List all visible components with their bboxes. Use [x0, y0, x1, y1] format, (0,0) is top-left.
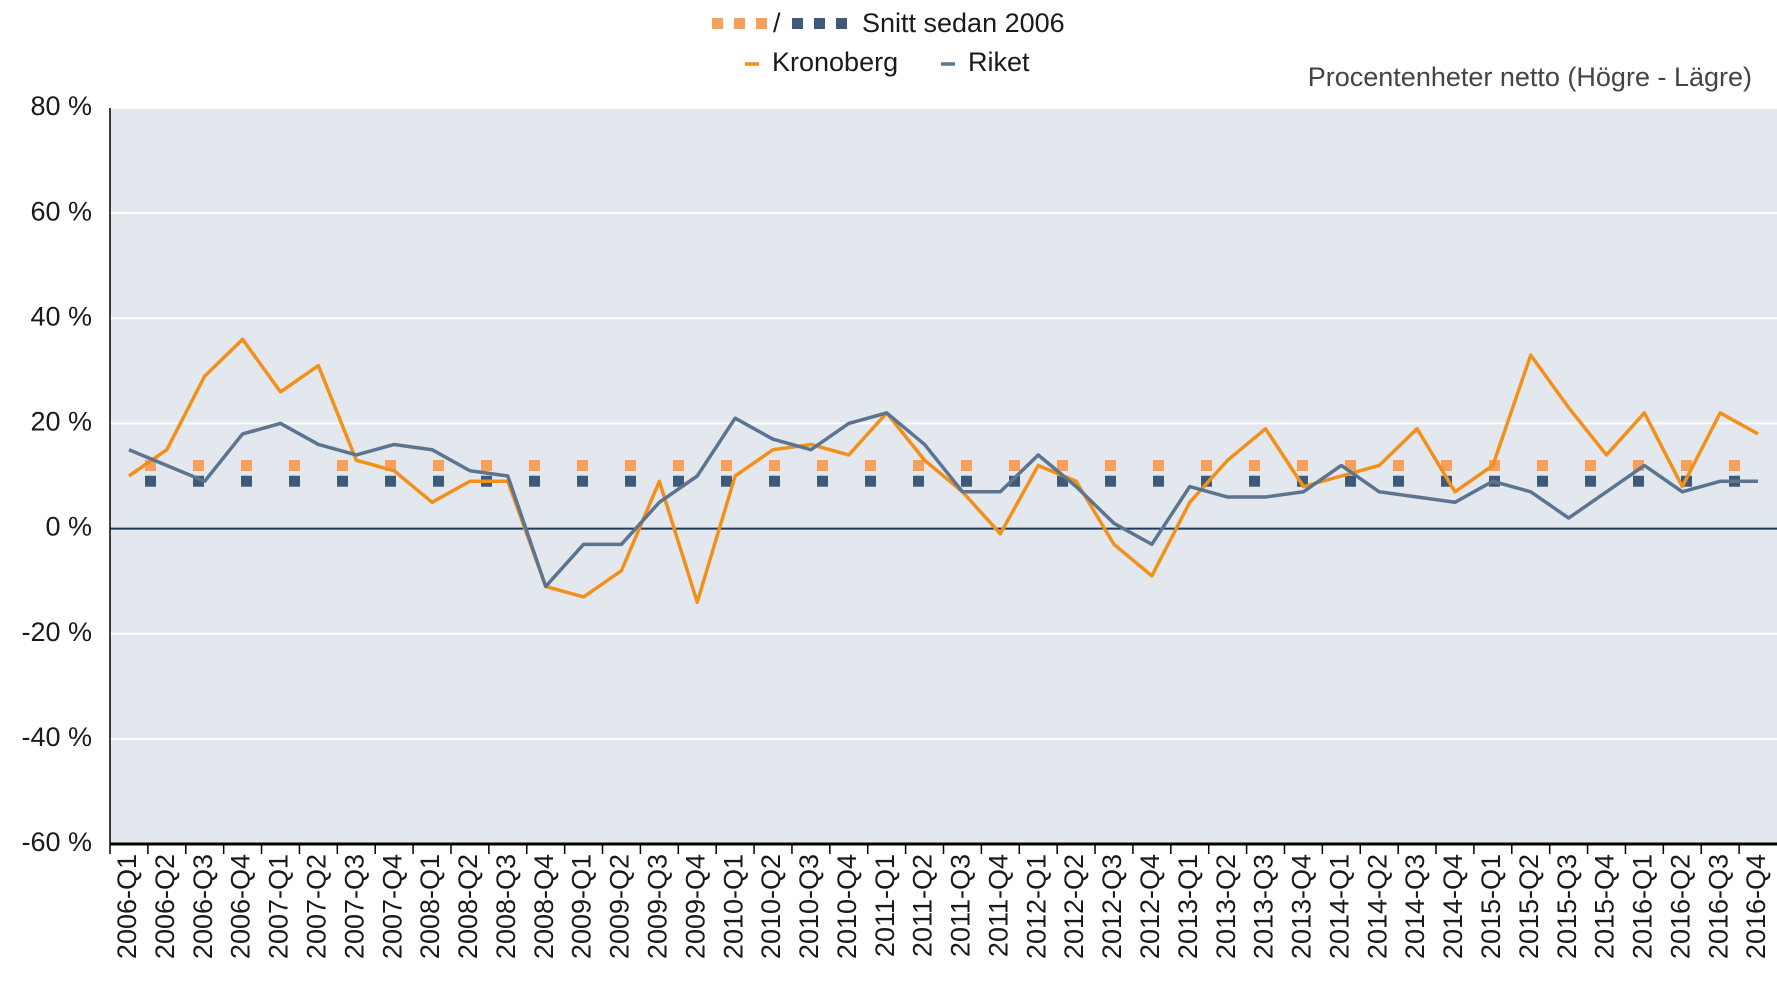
x-tick-label: 2006-Q2	[150, 854, 180, 959]
x-tick-label: 2009-Q2	[605, 854, 635, 959]
x-tick-label: 2013-Q4	[1287, 854, 1317, 959]
y-tick-label: -20 %	[21, 617, 92, 647]
x-tick-label: 2010-Q3	[794, 854, 824, 959]
x-tick-label: 2006-Q3	[188, 854, 218, 959]
legend-average-swatch	[734, 18, 745, 29]
x-tick-label: 2016-Q2	[1665, 854, 1695, 959]
x-tick-label: 2012-Q1	[1021, 854, 1051, 959]
x-tick-label: 2006-Q1	[112, 854, 142, 959]
x-tick-label: 2009-Q4	[680, 854, 710, 959]
y-tick-label: -40 %	[21, 722, 92, 752]
legend-slash: /	[773, 8, 781, 38]
y-tick-label: 0 %	[45, 512, 92, 542]
x-tick-label: 2015-Q1	[1476, 854, 1506, 959]
x-tick-label: 2007-Q1	[264, 854, 294, 959]
x-tick-label: 2015-Q3	[1552, 854, 1582, 959]
x-tick-label: 2010-Q2	[756, 854, 786, 959]
y-tick-label: 40 %	[30, 301, 92, 331]
x-tick-label: 2007-Q2	[302, 854, 332, 959]
x-tick-label: 2016-Q1	[1628, 854, 1658, 959]
legend-average-label: Snitt sedan 2006	[862, 8, 1065, 38]
legend-label: Riket	[968, 47, 1030, 77]
x-tick-label: 2012-Q4	[1135, 854, 1165, 959]
x-tick-label: 2011-Q4	[983, 854, 1013, 957]
x-tick-label: 2008-Q1	[415, 854, 445, 959]
x-tick-label: 2006-Q4	[226, 854, 256, 959]
x-tick-label: 2008-Q3	[491, 854, 521, 959]
x-tick-label: 2008-Q4	[529, 854, 559, 959]
x-tick-label: 2009-Q3	[642, 854, 672, 959]
x-tick-label: 2014-Q3	[1400, 854, 1430, 959]
x-tick-label: 2010-Q1	[718, 854, 748, 959]
x-tick-label: 2016-Q3	[1703, 854, 1733, 959]
x-tick-label: 2008-Q2	[453, 854, 483, 959]
y-tick-label: 20 %	[30, 407, 92, 437]
x-tick-label: 2011-Q2	[908, 854, 938, 957]
y-tick-label: 80 %	[30, 91, 92, 121]
y-tick-label: 60 %	[30, 196, 92, 226]
y-tick-label: -60 %	[21, 827, 92, 857]
series-line	[128, 411, 1759, 589]
annotation: Procentenheter netto (Högre - Lägre)	[1308, 62, 1752, 92]
x-tick-label: 2016-Q4	[1741, 854, 1771, 959]
x-tick-label: 2013-Q2	[1211, 854, 1241, 959]
legend-average-swatch	[756, 18, 767, 29]
x-tick-label: 2007-Q4	[377, 854, 407, 959]
legend-average-swatch	[814, 18, 825, 29]
legend-average-swatch	[792, 18, 803, 29]
x-tick-label: 2012-Q2	[1059, 854, 1089, 959]
x-tick-label: 2007-Q3	[339, 854, 369, 959]
x-tick-label: 2012-Q3	[1097, 854, 1127, 959]
x-tick-label: 2010-Q4	[832, 854, 862, 959]
x-tick-label: 2015-Q2	[1514, 854, 1544, 959]
x-tick-label: 2009-Q1	[567, 854, 597, 959]
x-tick-label: 2013-Q1	[1173, 854, 1203, 959]
legend-average-swatch	[836, 18, 847, 29]
x-tick-label: 2015-Q4	[1590, 854, 1620, 959]
legend-label: Kronoberg	[772, 47, 898, 77]
x-tick-label: 2011-Q3	[946, 854, 976, 957]
x-tick-label: 2013-Q3	[1249, 854, 1279, 959]
x-tick-label: 2014-Q4	[1438, 854, 1468, 959]
x-tick-label: 2014-Q1	[1324, 854, 1354, 959]
x-tick-label: 2011-Q1	[870, 854, 900, 957]
series-line	[127, 337, 1759, 604]
legend-average-swatch	[712, 18, 723, 29]
x-tick-label: 2014-Q2	[1362, 854, 1392, 959]
